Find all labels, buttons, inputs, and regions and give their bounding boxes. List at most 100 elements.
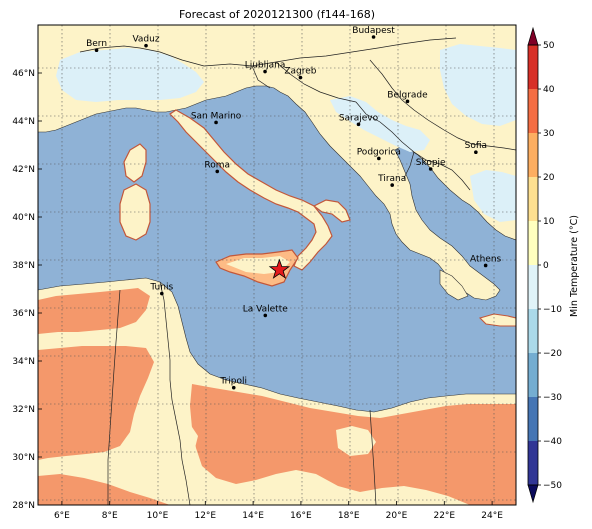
cold-region-northeast [440, 44, 516, 126]
colorbar-segment [528, 177, 538, 221]
cold-region-balkans [330, 96, 430, 152]
colorbar-segment [528, 45, 538, 89]
city-label: Athens [470, 254, 501, 264]
city-label: Ljubljana [245, 61, 286, 71]
city-label: La Valette [243, 304, 288, 314]
colorbar-segment [528, 441, 538, 485]
lon-tick-label: 24°E [481, 511, 503, 521]
target-star-marker [268, 258, 291, 279]
colorbar-tick-label: −30 [543, 393, 562, 403]
lat-tick-label: 44°N [12, 117, 35, 127]
lon-tick-label: 16°E [290, 511, 312, 521]
lat-tick-label: 46°N [12, 69, 35, 79]
land-italy-heel [312, 199, 351, 223]
latitude-ticks: 28°N 30°N 32°N 34°N 36°N 38°N 40°N 42°N 44°N 46°N [12, 69, 42, 511]
colorbar-segment [528, 89, 538, 133]
longitude-ticks: 6°E 8°E 10°E 12°E 14°E 16°E 18°E 20°E 22°E 24°E [54, 501, 503, 521]
colorbar-blocks [528, 45, 538, 485]
warm-region-africa-south [38, 346, 154, 460]
city-dot [474, 150, 478, 154]
city-label: Tunis [149, 283, 173, 293]
city-dot [263, 69, 267, 74]
colorbar-tick-label: −10 [543, 305, 562, 315]
colorbar-tick-label: 40 [543, 85, 555, 95]
city-dot [160, 291, 164, 296]
city-dot [377, 156, 381, 161]
cool-patch-south [336, 426, 376, 456]
colorbar-segment [528, 309, 538, 353]
colorbar-tick-label: 50 [543, 41, 555, 51]
colorbar-segment [528, 265, 538, 309]
city-label: Belgrade [387, 90, 428, 100]
city-dot [94, 48, 99, 52]
colorbar-segment [528, 397, 538, 441]
city-dot [483, 263, 488, 268]
city-dot [405, 99, 410, 104]
cool-patch-south-2 [174, 424, 198, 456]
colorbar-tick-label: −50 [543, 481, 562, 491]
colorbar-ticks: 50 40 30 20 10 0 −10 −20 −30 −40 −50 [538, 41, 562, 491]
colorbar-top-extension [527, 26, 539, 46]
city-dot [298, 75, 303, 80]
lon-tick-label: 14°E [242, 511, 264, 521]
city-dot [371, 35, 376, 39]
lat-tick-label: 36°N [12, 309, 35, 319]
city-dot [214, 120, 218, 125]
lon-tick-label: 12°E [194, 511, 216, 521]
city-dot [356, 122, 361, 127]
land-crete [478, 313, 516, 327]
land-corsica [123, 143, 147, 183]
lat-tick-label: 34°N [12, 357, 35, 367]
colorbar-segment [528, 353, 538, 397]
city-dot [144, 43, 148, 48]
lat-tick-label: 38°N [12, 261, 35, 271]
lon-tick-label: 10°E [147, 511, 169, 521]
city-dot [231, 385, 236, 390]
colorbar-tick-label: 30 [543, 129, 555, 139]
colorbar-tick-label: 20 [543, 173, 555, 183]
colorbar-segment [528, 133, 538, 177]
city-dot [263, 313, 268, 318]
lon-tick-label: 20°E [386, 511, 408, 521]
cold-region-east [470, 170, 516, 222]
city-label: Roma [204, 160, 230, 170]
colorbar-bottom-extension [527, 484, 539, 504]
lat-tick-label: 42°N [12, 165, 35, 175]
colorbar-tick-label: −20 [543, 349, 562, 359]
city-dot [428, 167, 433, 171]
city-label: Budapest [352, 26, 395, 36]
city-label: Tirana [377, 174, 406, 184]
city-label: Skopje [416, 158, 446, 168]
country-borders [79, 37, 516, 505]
colorbar-tick-label: 10 [543, 217, 555, 227]
map-gridlines [38, 25, 516, 505]
city-label: Sofia [465, 141, 487, 151]
lon-tick-label: 18°E [338, 511, 360, 521]
lat-tick-label: 40°N [12, 213, 35, 223]
colorbar-tick-label: −40 [543, 437, 562, 447]
city-dot [215, 169, 220, 174]
city-dot [390, 183, 394, 187]
land-peloponnese [439, 269, 469, 301]
warm-region-africa-southwest [38, 474, 170, 505]
city-label: Podgorica [357, 147, 401, 157]
colorbar-tick-label: 0 [543, 261, 549, 271]
figure-title: Forecast of 2020121300 (f144-168) [179, 8, 375, 21]
city-label: Tripoli [219, 377, 247, 387]
colorbar-segment [528, 221, 538, 265]
warm-region-africa-west [38, 288, 150, 334]
lon-tick-label: 6°E [54, 511, 70, 521]
city-label: San Marino [191, 111, 242, 121]
city-label: Bern [86, 39, 107, 49]
city-label: Vaduz [132, 35, 159, 45]
colorbar: 50 40 30 20 10 0 −10 −20 −30 −40 −50 Min Temperatu… [527, 26, 580, 504]
lon-tick-label: 22°E [433, 511, 455, 521]
colorbar-label: Min Temperature (°C) [569, 215, 580, 317]
lat-tick-label: 32°N [12, 405, 35, 415]
lat-tick-label: 28°N [12, 501, 35, 511]
lon-tick-label: 8°E [102, 511, 118, 521]
cold-region-alps [56, 48, 204, 102]
